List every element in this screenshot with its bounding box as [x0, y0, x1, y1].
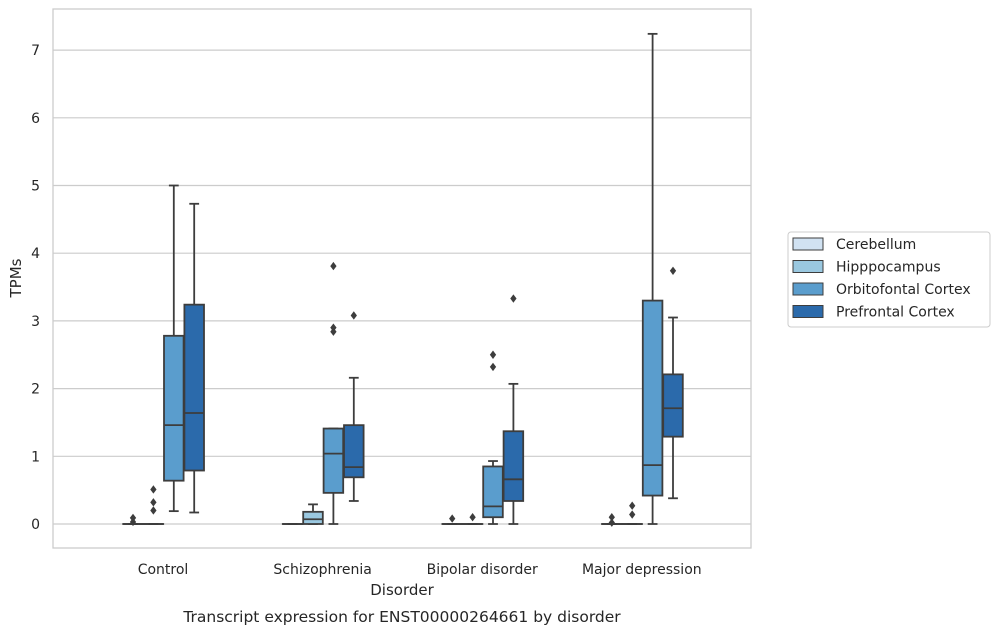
outlier-point — [150, 506, 157, 515]
outlier-point — [449, 514, 456, 523]
box-mark — [163, 184, 185, 513]
x-tick-label: Control — [138, 562, 189, 578]
box-mark — [482, 350, 504, 525]
box-mark — [461, 513, 484, 525]
legend-swatch — [792, 282, 824, 296]
y-axis-title: TPMs — [7, 258, 25, 298]
box-mark — [322, 261, 345, 525]
box-mark — [122, 513, 144, 527]
legend-swatch — [792, 260, 824, 273]
box-marks — [122, 32, 684, 527]
outlier-point — [330, 261, 337, 271]
legend-items: Cerebellum Hipppocampus Orbitofontal Corte… — [792, 237, 971, 321]
y-tick-label: 3 — [31, 314, 40, 330]
chart-caption: Transcript expression for ENST0000026466… — [182, 608, 621, 626]
box-body — [163, 334, 185, 482]
box-body — [322, 427, 345, 494]
outlier-point — [350, 311, 357, 320]
legend-item: Orbitofontal Cortex — [792, 282, 971, 298]
legend-label: Cerebellum — [836, 237, 916, 253]
outlier-point — [608, 513, 615, 522]
outlier-point — [150, 485, 157, 494]
box-mark — [641, 32, 664, 525]
y-tick-label: 2 — [31, 382, 40, 398]
y-tick-label: 7 — [31, 43, 40, 59]
legend-label: Prefrontal Cortex — [836, 305, 955, 321]
y-axis-ticks: 0 1 2 3 4 5 6 7 — [31, 43, 40, 533]
x-tick-label: Bipolar disorder — [427, 562, 538, 578]
plot-frame — [52, 8, 752, 549]
box-mark — [601, 513, 623, 527]
legend-item: Prefrontal Cortex — [792, 305, 955, 321]
box-body — [502, 430, 525, 502]
y-tick-label: 4 — [31, 246, 40, 262]
outlier-point — [629, 510, 636, 519]
outlier-point — [489, 350, 497, 359]
box-body — [183, 303, 205, 472]
legend: Cerebellum Hipppocampus Orbitofontal Corte… — [787, 231, 991, 328]
box-body — [343, 424, 365, 479]
box-mark — [621, 501, 643, 525]
legend-item: Hipppocampus — [792, 260, 941, 276]
outlier-point — [608, 518, 615, 527]
x-tick-label: Major depression — [582, 562, 702, 578]
y-tick-label: 6 — [31, 111, 40, 127]
y-tick-label: 0 — [31, 517, 40, 533]
box-mark — [302, 503, 324, 525]
outlier-point — [129, 513, 137, 523]
box-body — [662, 373, 684, 438]
box-body — [641, 299, 664, 497]
x-axis-title: Disorder — [370, 581, 434, 599]
y-tick-label: 5 — [31, 179, 40, 195]
box-mark — [343, 311, 365, 502]
outlier-point — [629, 501, 636, 510]
box-mark — [441, 514, 463, 525]
box-mark — [502, 294, 525, 525]
outlier-point — [330, 323, 337, 332]
outlier-point — [669, 266, 677, 276]
legend-box — [787, 231, 991, 328]
legend-swatch — [792, 305, 824, 318]
outlier-point — [150, 498, 157, 507]
box-body — [302, 510, 324, 525]
box-mark — [142, 485, 165, 525]
legend-label: Orbitofontal Cortex — [836, 282, 971, 298]
box-mark — [183, 202, 205, 514]
x-axis-ticks: Control Schizophrenia Bipolar disorder Majo… — [138, 562, 702, 578]
box-mark — [662, 266, 684, 500]
legend-label: Hipppocampus — [836, 260, 941, 276]
legend-item: Cerebellum — [792, 237, 916, 253]
legend-swatch — [792, 237, 824, 251]
outlier-point — [489, 362, 497, 372]
outlier-point — [469, 513, 476, 522]
box-body — [482, 465, 504, 519]
x-tick-label: Schizophrenia — [273, 562, 371, 578]
outlier-point — [510, 294, 517, 303]
y-tick-label: 1 — [31, 449, 40, 465]
